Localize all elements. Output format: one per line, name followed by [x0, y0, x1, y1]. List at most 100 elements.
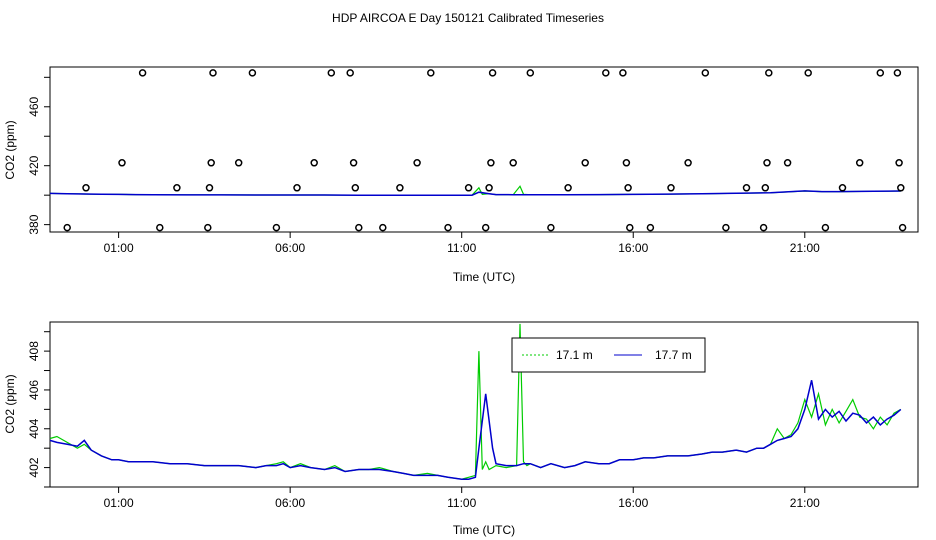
top-plot-frame	[49, 66, 919, 233]
flag-point	[487, 159, 495, 167]
flag-point	[464, 184, 473, 192]
flag-point	[118, 159, 126, 167]
flag-point	[248, 69, 257, 77]
flag-point	[427, 69, 435, 77]
flag-point	[722, 223, 730, 232]
flag-point	[156, 223, 164, 232]
legend-label-17-7m: 17.7 m	[655, 348, 692, 362]
bottom-x-axis: 01:00 06:00 11:00 16:00 21:00	[104, 487, 820, 510]
top-x-axis: 01:00 06:00 11:00 16:00 21:00	[104, 232, 820, 255]
flag-point	[205, 184, 214, 192]
x-tick-label: 01:00	[104, 496, 134, 510]
flag-point	[526, 69, 535, 77]
y-tick-label: 404	[27, 418, 41, 438]
bottom-y-axis-label: CO2 (ppm)	[3, 374, 17, 433]
flag-point	[838, 184, 847, 192]
top-flag-points	[63, 69, 907, 232]
y-tick-label: 408	[27, 341, 41, 361]
flag-point	[761, 184, 770, 192]
flag-point	[619, 69, 627, 77]
legend-label-17-1m: 17.1 m	[556, 348, 593, 362]
flag-point	[895, 159, 903, 167]
flag-point	[855, 159, 864, 167]
y-tick-label: 402	[27, 457, 41, 477]
bottom-panel: 01:00 06:00 11:00 16:00 21:00 402 404 406 408 T…	[3, 321, 919, 537]
flag-point	[293, 184, 301, 192]
bottom-y-axis: 402 404 406 408	[27, 331, 50, 488]
flag-point	[349, 159, 358, 167]
flag-point	[138, 69, 147, 77]
flag-point	[624, 184, 632, 192]
flag-point	[897, 184, 905, 192]
flag-point	[351, 184, 360, 192]
flag-point	[396, 184, 404, 192]
flag-point	[759, 223, 768, 232]
series-line-blue-0	[49, 190, 901, 197]
flag-point	[413, 159, 421, 167]
flag-point	[509, 159, 517, 167]
x-tick-label: 01:00	[104, 241, 134, 255]
y-tick-label: 380	[27, 214, 41, 234]
flag-point	[272, 223, 281, 232]
top-y-axis-label: CO2 (ppm)	[3, 120, 17, 179]
flag-point	[173, 184, 181, 192]
legend: 17.1 m 17.7 m	[511, 337, 706, 373]
flag-point	[876, 69, 885, 77]
x-tick-label: 21:00	[790, 496, 820, 510]
flag-point	[684, 159, 692, 167]
y-tick-label: 420	[27, 155, 41, 175]
flag-point	[667, 184, 675, 192]
x-tick-label: 21:00	[790, 241, 820, 255]
series-line-17-7-m-1	[49, 380, 902, 480]
flag-point	[783, 159, 792, 167]
flag-point	[821, 223, 830, 232]
flag-point	[804, 69, 812, 77]
bottom-x-axis-label: Time (UTC)	[453, 523, 515, 537]
flag-point	[893, 69, 902, 77]
flag-point	[82, 184, 90, 192]
legend-box	[511, 337, 706, 373]
flag-point	[207, 159, 215, 167]
flag-point	[444, 223, 452, 232]
top-series-group	[49, 185, 901, 197]
flag-point	[204, 223, 212, 232]
flag-point	[63, 223, 71, 232]
bottom-plot-frame	[49, 321, 919, 488]
flag-point	[485, 184, 493, 192]
flag-point	[765, 69, 773, 77]
flag-point	[355, 223, 363, 232]
top-x-axis-label: Time (UTC)	[453, 270, 515, 284]
flag-point	[481, 223, 490, 232]
series-line-17-1-m-1	[49, 323, 902, 480]
x-tick-label: 06:00	[275, 496, 305, 510]
bottom-series-group	[49, 323, 902, 480]
flag-point	[701, 69, 710, 77]
flag-point	[488, 69, 497, 77]
top-y-axis: 380 420 460	[27, 76, 50, 235]
top-panel: 01:00 06:00 11:00 16:00 21:00 380 420 460 Time…	[3, 66, 919, 284]
flag-point	[310, 159, 318, 167]
flag-point	[346, 69, 354, 77]
flag-point	[763, 159, 771, 167]
flag-point	[898, 223, 907, 232]
flag-point	[209, 69, 217, 77]
x-tick-label: 16:00	[618, 496, 648, 510]
flag-point	[379, 223, 387, 232]
x-tick-label: 06:00	[275, 241, 305, 255]
chart-title: HDP AIRCOA E Day 150121 Calibrated Times…	[332, 11, 604, 25]
x-tick-label: 16:00	[618, 241, 648, 255]
flag-point	[622, 159, 631, 167]
y-tick-label: 406	[27, 380, 41, 400]
flag-point	[234, 159, 243, 167]
flag-point	[564, 184, 572, 192]
flag-point	[547, 223, 555, 232]
y-tick-label: 460	[27, 96, 41, 116]
flag-point	[327, 69, 336, 77]
flag-point	[742, 184, 751, 192]
x-tick-label: 11:00	[447, 496, 476, 510]
x-tick-label: 11:00	[447, 241, 476, 255]
flag-point	[646, 223, 655, 232]
flag-point	[602, 69, 610, 77]
flag-point	[626, 223, 634, 232]
